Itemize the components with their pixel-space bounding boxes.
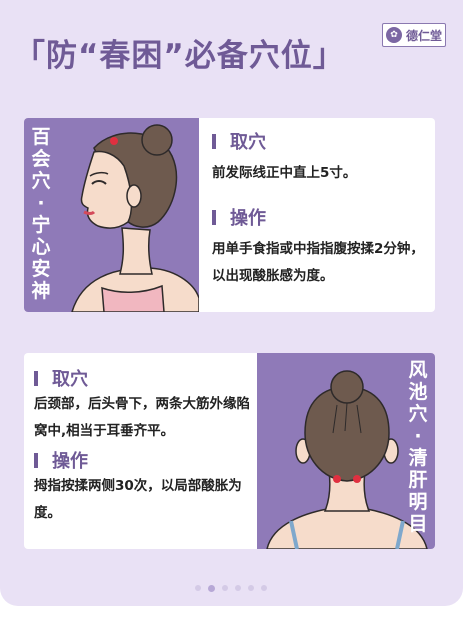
page-title: 「防“春困”必备穴位」 [14, 38, 345, 74]
section-heading: 操作 [212, 204, 427, 230]
heading-bar-icon [34, 370, 38, 386]
brand-logo: ✿ 德仁堂 [382, 23, 446, 47]
info-poster: 「防“春困”必备穴位」 ✿ 德仁堂 [0, 0, 463, 606]
acupoint-marker [110, 137, 118, 145]
pagination-dot[interactable] [261, 585, 267, 591]
section-heading: 取穴 [34, 365, 256, 391]
section-operation: 操作 拇指按揉两侧30次，以局部酸胀为度。 [34, 447, 256, 527]
section-body: 用单手食指或中指指腹按揉2分钟，以出现酸胀感为度。 [212, 241, 424, 284]
section-location: 取穴 后颈部，后头骨下，两条大筋外缘陷窝中,相当于耳垂齐平。 [34, 365, 256, 445]
heading-label: 操作 [52, 451, 88, 472]
pagination-dot[interactable] [235, 585, 241, 591]
pagination-dot[interactable] [195, 585, 201, 591]
card-text: 取穴 后颈部，后头骨下，两条大筋外缘陷窝中,相当于耳垂齐平。 操作 拇指按揉两侧… [34, 365, 256, 527]
card-text: 取穴 前发际线正中直上5寸。 操作 用单手食指或中指指腹按揉2分钟，以出现酸胀感… [212, 128, 427, 290]
pagination-dot[interactable] [222, 585, 228, 591]
acupoint-side-label: 风池穴·清肝明目 [408, 359, 428, 535]
woman-profile-illustration [71, 124, 199, 312]
heading-label: 取穴 [52, 369, 88, 390]
heading-bar-icon [212, 209, 216, 225]
pagination-dot-active[interactable] [208, 584, 215, 592]
acupoint-card-baihui: 百会穴·宁心安神 取穴 前发际线正中直上5寸。 操作 用单手食指或中指指腹按揉2… [24, 118, 435, 312]
illustration-panel: 风池穴·清肝明目 [257, 353, 435, 549]
heading-label: 操作 [230, 208, 266, 229]
woman-back-illustration [266, 370, 428, 549]
section-heading: 取穴 [212, 128, 427, 154]
section-location: 取穴 前发际线正中直上5寸。 [212, 128, 427, 187]
section-body: 后颈部，后头骨下，两条大筋外缘陷窝中,相当于耳垂齐平。 [34, 396, 250, 439]
acupoint-marker [333, 475, 341, 483]
pagination-dot[interactable] [248, 585, 254, 591]
section-operation: 操作 用单手食指或中指指腹按揉2分钟，以出现酸胀感为度。 [212, 204, 427, 290]
brand-name: 德仁堂 [406, 28, 443, 43]
heading-bar-icon [212, 133, 216, 149]
heading-bar-icon [34, 452, 38, 468]
acupoint-side-label: 百会穴·宁心安神 [31, 126, 51, 302]
heading-label: 取穴 [230, 132, 266, 153]
pagination-dots [195, 584, 267, 592]
acupoint-card-fengchi: 取穴 后颈部，后头骨下，两条大筋外缘陷窝中,相当于耳垂齐平。 操作 拇指按揉两侧… [24, 353, 435, 549]
section-body: 拇指按揉两侧30次，以局部酸胀为度。 [34, 478, 242, 521]
section-body: 前发际线正中直上5寸。 [212, 165, 357, 181]
illustration-panel: 百会穴·宁心安神 [24, 118, 199, 312]
acupoint-marker [353, 475, 361, 483]
section-heading: 操作 [34, 447, 256, 473]
seal-icon: ✿ [386, 27, 402, 43]
